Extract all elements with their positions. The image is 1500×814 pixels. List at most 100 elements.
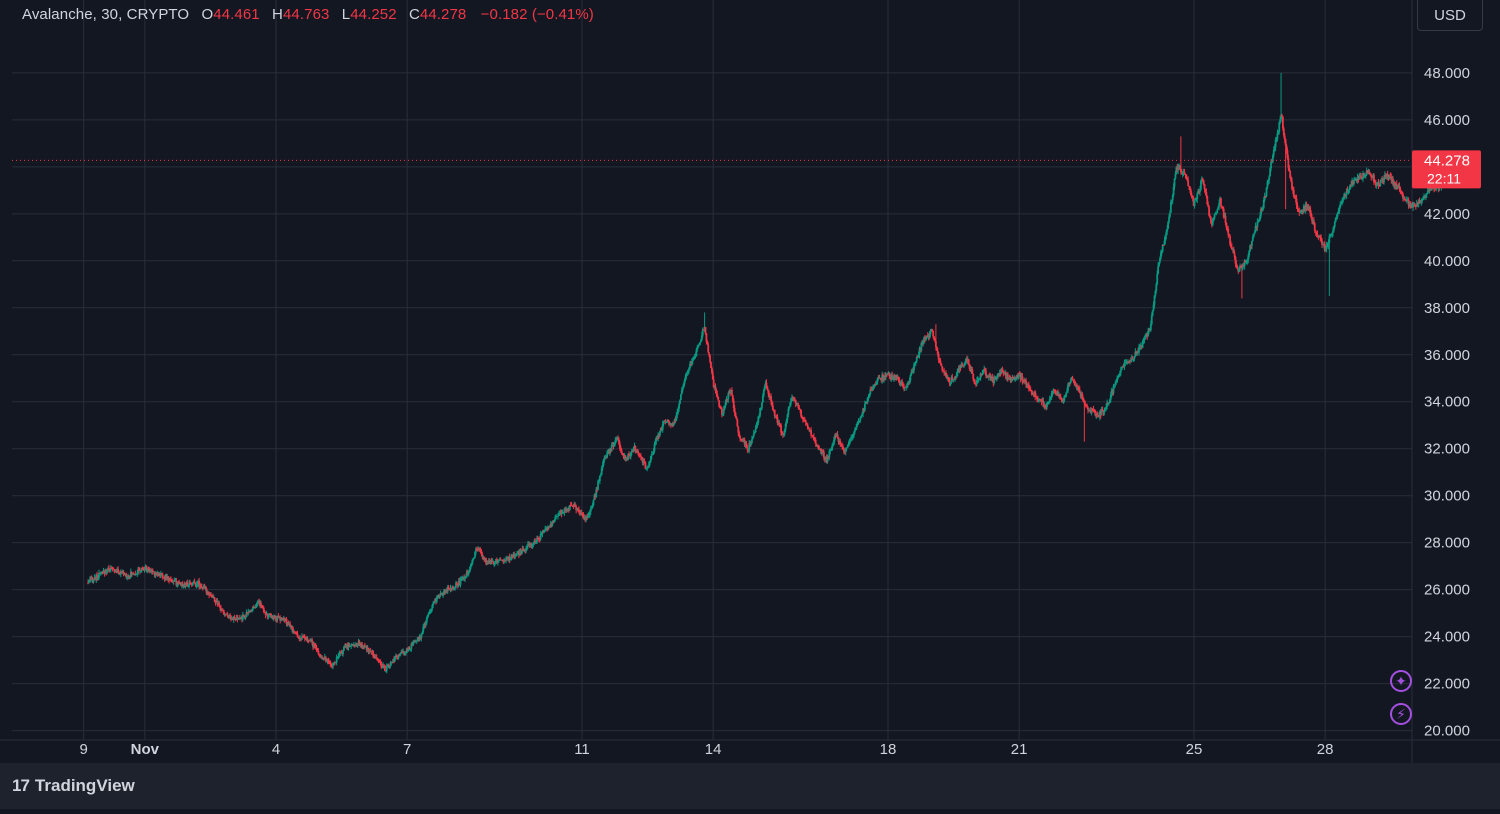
candle-body <box>551 520 554 525</box>
candle-body <box>1210 217 1212 223</box>
candle-body <box>1062 400 1065 402</box>
price-axis[interactable]: 48.00046.00044.00042.00040.00038.00036.0… <box>1412 65 1481 740</box>
candle-body <box>995 377 997 379</box>
candle-body <box>110 567 113 569</box>
candle-body <box>279 617 282 621</box>
candle-body <box>1396 186 1399 189</box>
candle-body <box>139 570 142 572</box>
candle-body <box>1314 230 1317 233</box>
candle-body <box>1073 380 1076 383</box>
candle-body <box>97 578 99 579</box>
candle-body <box>91 579 94 583</box>
candle-body <box>354 643 357 647</box>
candle-body <box>1112 386 1115 394</box>
candle-body <box>652 451 655 454</box>
candle-body <box>452 586 455 589</box>
candle-body <box>618 439 620 444</box>
candle-body <box>1033 391 1036 396</box>
candle-body <box>825 456 828 463</box>
candle-body <box>890 375 893 379</box>
y-tick-label: 32.000 <box>1424 441 1470 458</box>
candle-body <box>308 640 311 642</box>
candle-body <box>1215 213 1218 214</box>
candle-body <box>162 577 165 579</box>
candle-body <box>1000 368 1003 374</box>
candle-body <box>596 489 599 491</box>
candle-body <box>859 417 862 421</box>
candle-body <box>620 450 623 454</box>
candle-body <box>123 573 126 575</box>
candle-body <box>235 617 238 620</box>
candle-body <box>1276 133 1279 140</box>
candle-body <box>164 574 167 579</box>
candle-body <box>1287 158 1290 168</box>
candle-body <box>251 609 253 612</box>
sparkle-icon[interactable]: ✦ <box>1390 670 1412 692</box>
candle-body <box>393 659 395 661</box>
candle-body <box>461 578 464 580</box>
candle-body <box>690 361 693 365</box>
candle-body <box>102 570 105 573</box>
candle-body <box>1343 196 1345 199</box>
candle-body <box>1097 415 1099 417</box>
candle-body <box>307 639 310 641</box>
candle-body <box>1128 360 1131 363</box>
candle-body <box>1040 400 1043 403</box>
candle-body <box>481 554 484 557</box>
candle-body <box>1422 197 1425 200</box>
candle-body <box>1153 295 1156 305</box>
candle-body <box>1284 139 1287 146</box>
candle-body <box>214 601 217 603</box>
candle-body <box>1308 207 1311 209</box>
candle-body <box>165 574 168 580</box>
open-label: O <box>201 6 214 23</box>
candle-body <box>528 544 531 546</box>
candle-body <box>646 467 649 469</box>
candle-body <box>277 615 280 618</box>
candle-body <box>1187 180 1190 186</box>
candle-body <box>1350 184 1353 187</box>
candle-body <box>1017 373 1020 378</box>
candle-body <box>105 570 108 573</box>
candle-body <box>1303 205 1306 210</box>
candle-body <box>438 595 441 599</box>
candle-body <box>465 571 468 577</box>
tradingview-logo[interactable]: 17 TradingView <box>12 776 135 796</box>
candle-body <box>909 375 912 381</box>
symbol-label[interactable]: Avalanche, 30, CRYPTO <box>22 6 190 23</box>
candle-body <box>511 555 514 557</box>
candle-body <box>1093 409 1096 411</box>
candle-body <box>1137 351 1139 353</box>
candle-body <box>921 343 924 344</box>
candle-body <box>1084 403 1087 406</box>
candle-body <box>835 434 838 436</box>
candle-body <box>667 420 670 422</box>
candle-body <box>191 582 194 586</box>
candle-body <box>275 619 278 621</box>
candle-body <box>108 568 110 571</box>
candle-body <box>663 421 666 423</box>
candle-body <box>124 573 127 575</box>
candle-body <box>521 548 524 551</box>
candle-body <box>496 559 498 563</box>
candle-body <box>989 376 992 381</box>
candle-body <box>709 355 711 362</box>
candle-body <box>947 377 950 382</box>
currency-button[interactable]: USD <box>1417 0 1483 31</box>
candle-body <box>1373 175 1375 183</box>
lightning-icon[interactable]: ⚡ <box>1390 703 1412 725</box>
candle-body <box>822 451 825 458</box>
candle-body <box>176 584 179 586</box>
candle-body <box>580 512 583 514</box>
candle-body <box>750 442 752 445</box>
candle-body <box>575 506 578 511</box>
candle-body <box>1341 201 1343 204</box>
candle-body <box>573 504 576 507</box>
candle-body <box>795 403 798 406</box>
candle-body <box>1124 362 1127 364</box>
candle-body <box>863 408 865 411</box>
time-axis[interactable]: 9 Nov 4 7 11 14 18 21 25 28 <box>79 741 1333 758</box>
